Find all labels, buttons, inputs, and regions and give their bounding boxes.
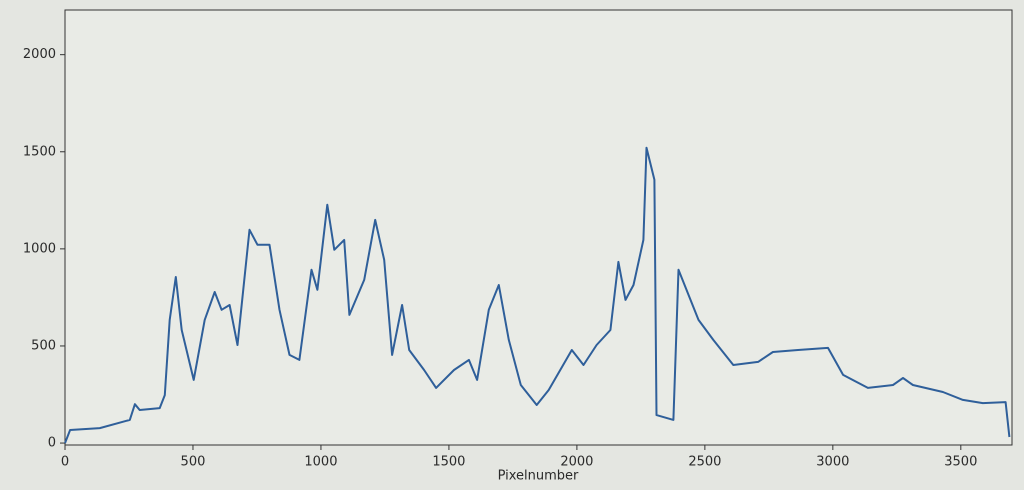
- y-tick-label: 2000: [23, 47, 56, 62]
- y-tick-label: 1500: [23, 144, 56, 159]
- x-tick-label: 3000: [816, 455, 849, 470]
- plot-area: [64, 9, 1013, 446]
- x-tick-label: 3500: [944, 455, 977, 470]
- y-tick-label: 0: [48, 436, 56, 451]
- data-line: [64, 146, 1011, 444]
- y-tick-label: 1000: [23, 241, 56, 256]
- x-tick-label: 2500: [688, 455, 721, 470]
- x-tick-label: 1500: [432, 455, 465, 470]
- x-tick-label: 2000: [560, 455, 593, 470]
- x-tick-label: 500: [181, 455, 206, 470]
- x-tick-label: 0: [61, 455, 69, 470]
- x-axis-label: Pixelnumber: [498, 469, 579, 484]
- x-tick-label: 1000: [304, 455, 337, 470]
- y-tick-label: 500: [31, 338, 56, 353]
